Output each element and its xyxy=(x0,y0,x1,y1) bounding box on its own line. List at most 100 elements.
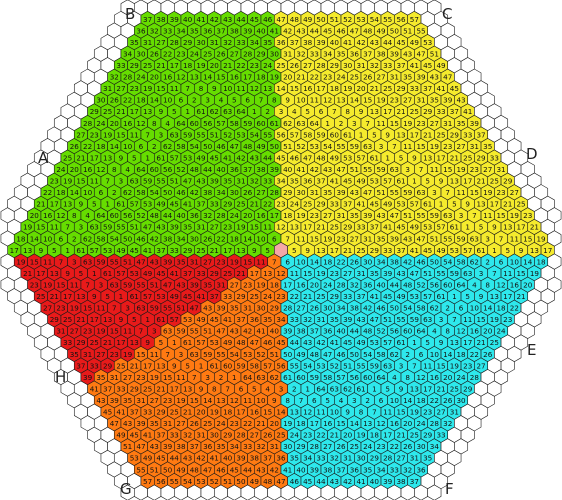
hex-number: 30 xyxy=(230,188,240,197)
hex-number: 12 xyxy=(303,408,312,417)
hex-number: 2 xyxy=(339,119,344,128)
hex-number: 4 xyxy=(392,373,397,382)
hex-number: 59 xyxy=(403,188,413,197)
hex-number: 11 xyxy=(463,315,472,324)
hex-number: 59 xyxy=(370,361,380,370)
hex-number: 3 xyxy=(439,315,444,324)
hex-number: 3 xyxy=(79,223,84,232)
hex-number: 19 xyxy=(43,280,53,289)
hex-number: 41 xyxy=(210,454,219,463)
hex-number: 6 xyxy=(319,107,324,116)
hex-number: 13 xyxy=(423,153,432,162)
hex-number: 6 xyxy=(245,96,250,105)
hex-number: 38 xyxy=(203,188,213,197)
hex-number: 30 xyxy=(343,61,353,70)
hex-number: 62 xyxy=(83,234,92,243)
hex-number: 13 xyxy=(410,384,419,393)
corner-label-a: A xyxy=(38,149,49,167)
hex-number: 26 xyxy=(310,304,320,313)
hex-number: 48 xyxy=(290,15,300,24)
hex-number: 45 xyxy=(423,246,432,255)
hex-number: 45 xyxy=(250,15,259,24)
hex-number: 59 xyxy=(103,223,113,232)
hex-number: 25 xyxy=(196,246,205,255)
hex-number: 35 xyxy=(290,177,299,186)
corner-label-h: H xyxy=(55,368,66,386)
hex-number: 12 xyxy=(276,269,285,278)
hex-number: 39 xyxy=(363,211,373,220)
hex-number: 36 xyxy=(350,49,360,58)
hex-number: 2 xyxy=(72,234,77,243)
hex-number: 24 xyxy=(136,73,146,82)
hex-number: 19 xyxy=(376,96,386,105)
hex-number: 9 xyxy=(359,107,364,116)
hex-number: 13 xyxy=(290,408,299,417)
hex-number: 1 xyxy=(412,177,417,186)
hex-number: 13 xyxy=(190,73,199,82)
hex-number: 63 xyxy=(470,234,479,243)
hex-number: 38 xyxy=(396,477,406,486)
hex-number: 25 xyxy=(350,442,359,451)
hex-number: 28 xyxy=(216,211,226,220)
hex-number: 23 xyxy=(470,165,479,174)
hex-number: 15 xyxy=(116,130,125,139)
hex-number: 42 xyxy=(403,257,412,266)
hex-number: 33 xyxy=(116,384,125,393)
hex-number: 5 xyxy=(52,246,57,255)
hex-number: 24 xyxy=(216,419,226,428)
hex-number: 23 xyxy=(56,304,65,313)
hex-number: 18 xyxy=(56,188,66,197)
hex-number: 20 xyxy=(356,84,366,93)
hex-number: 43 xyxy=(370,38,379,47)
hex-number: 22 xyxy=(263,200,272,209)
hex-number: 37 xyxy=(263,454,272,463)
corner-label-e: E xyxy=(527,341,536,359)
hex-number: 39 xyxy=(136,419,146,428)
hex-number: 37 xyxy=(450,107,459,116)
hex-number: 58 xyxy=(323,373,333,382)
hex-number: 29 xyxy=(370,246,380,255)
hex-number: 41 xyxy=(296,165,305,174)
hex-number: 38 xyxy=(296,327,306,336)
hex-number: 25 xyxy=(63,315,72,324)
hex-number: 31 xyxy=(56,327,65,336)
hex-number: 47 xyxy=(416,234,425,243)
hex-number: 1 xyxy=(145,153,150,162)
hex-number: 28 xyxy=(383,454,393,463)
hex-number: 5 xyxy=(305,107,310,116)
hex-number: 15 xyxy=(303,269,312,278)
hex-number: 27 xyxy=(176,419,185,428)
corner-label-d: D xyxy=(526,145,538,163)
hex-number: 7 xyxy=(452,315,457,324)
hex-number: 13 xyxy=(103,315,112,324)
hex-number: 64 xyxy=(456,280,466,289)
hex-number: 28 xyxy=(236,431,246,440)
hex-number: 11 xyxy=(376,119,385,128)
hex-number: 1 xyxy=(465,223,470,232)
hex-number: 22 xyxy=(83,142,92,151)
hex-number: 5 xyxy=(292,246,297,255)
hex-number: 7 xyxy=(412,361,417,370)
hex-number: 61 xyxy=(370,153,379,162)
hex-number: 31 xyxy=(316,315,325,324)
hex-number: 8 xyxy=(359,408,364,417)
hex-number: 33 xyxy=(170,246,179,255)
hex-number: 40 xyxy=(296,465,306,474)
hex-number: 32 xyxy=(183,431,192,440)
hex-number: 35 xyxy=(263,38,272,47)
hex-number: 17 xyxy=(423,384,432,393)
hex-number: 44 xyxy=(310,26,320,35)
hex-number: 49 xyxy=(170,292,180,301)
hex-number: 15 xyxy=(470,188,479,197)
hex-number: 33 xyxy=(90,361,99,370)
hex-number: 22 xyxy=(470,350,479,359)
hex-number: 13 xyxy=(316,246,325,255)
hex-number: 28 xyxy=(123,73,133,82)
hex-number: 45 xyxy=(170,200,179,209)
hex-number: 31 xyxy=(196,223,205,232)
hex-number: 22 xyxy=(163,49,172,58)
hex-number: 1 xyxy=(65,246,70,255)
hex-number: 12 xyxy=(176,73,185,82)
hex-number: 37 xyxy=(190,442,199,451)
hex-number: 29 xyxy=(130,61,140,70)
